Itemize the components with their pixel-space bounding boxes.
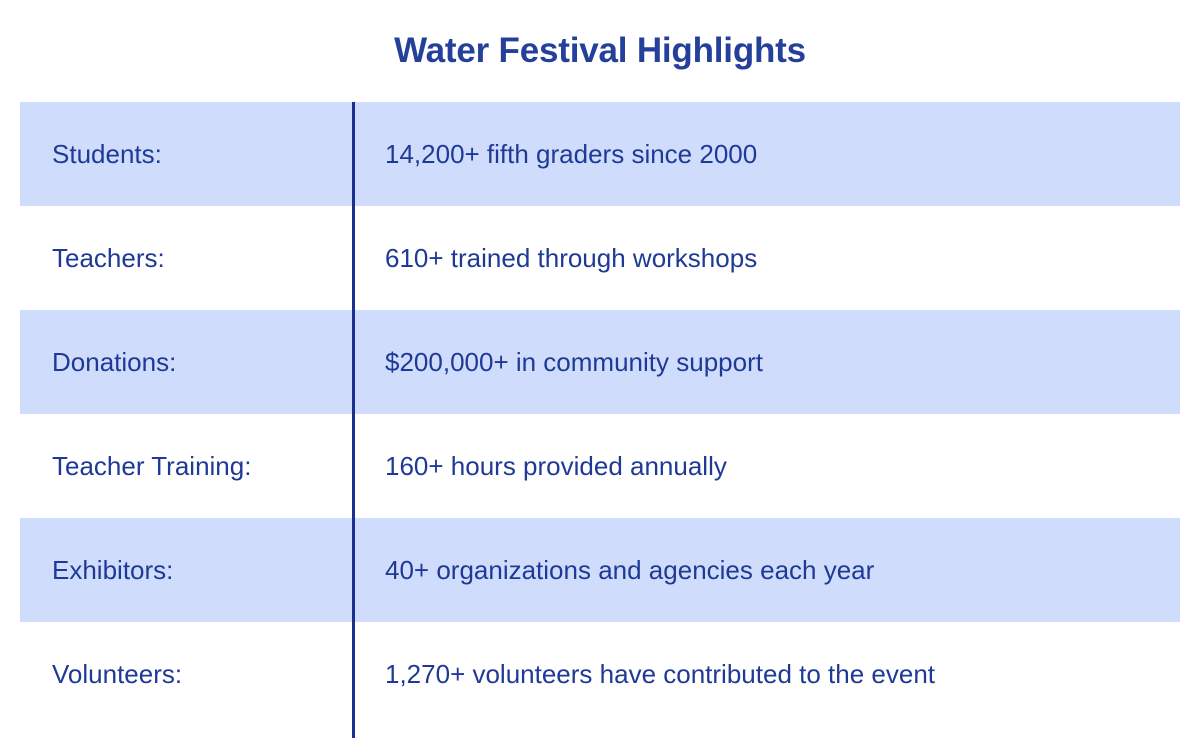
table-row: Donations: $200,000+ in community suppor… [0, 310, 1200, 414]
table-row: Exhibitors: 40+ organizations and agenci… [0, 518, 1200, 622]
row-label: Students: [52, 138, 162, 169]
row-value: 610+ trained through workshops [385, 242, 758, 273]
row-value: 160+ hours provided annually [385, 450, 727, 481]
row-value: $200,000+ in community support [385, 346, 763, 377]
row-label: Teacher Training: [52, 450, 252, 481]
row-label: Exhibitors: [52, 554, 174, 585]
row-value: 1,270+ volunteers have contributed to th… [385, 658, 935, 689]
table-row: Students: 14,200+ fifth graders since 20… [0, 102, 1200, 206]
row-value: 14,200+ fifth graders since 2000 [385, 138, 758, 169]
table-row: Teachers: 610+ trained through workshops [0, 206, 1200, 310]
title-block: Water Festival Highlights [0, 0, 1200, 102]
page-title: Water Festival Highlights [394, 31, 806, 70]
table-row: Teacher Training: 160+ hours provided an… [0, 414, 1200, 518]
row-value: 40+ organizations and agencies each year [385, 554, 875, 585]
table-row: Volunteers: 1,270+ volunteers have contr… [0, 622, 1200, 726]
row-label: Volunteers: [52, 658, 183, 689]
highlights-table: Students: 14,200+ fifth graders since 20… [0, 102, 1200, 726]
row-label: Teachers: [52, 242, 165, 273]
column-divider [352, 102, 355, 738]
row-label: Donations: [52, 346, 177, 377]
